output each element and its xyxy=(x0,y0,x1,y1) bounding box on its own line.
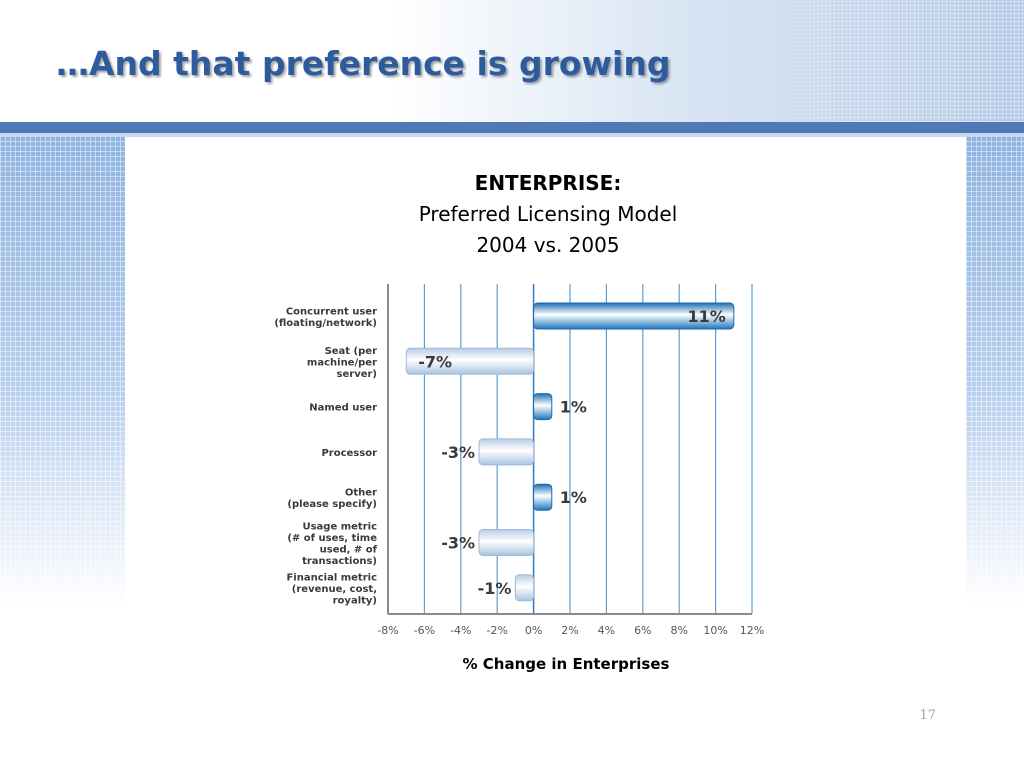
x-tick-label: 0% xyxy=(525,624,542,637)
chart-title: ENTERPRISE: xyxy=(474,171,622,195)
bar xyxy=(533,393,553,421)
data-label: -3% xyxy=(441,534,475,553)
x-tick-label: -2% xyxy=(486,624,507,637)
x-tick-label: -4% xyxy=(450,624,471,637)
data-label: -7% xyxy=(418,352,452,371)
data-label: 11% xyxy=(688,307,726,326)
bar xyxy=(405,347,535,375)
bar xyxy=(533,483,553,511)
category-label-line: royalty) xyxy=(333,595,377,606)
category-label-line: (please specify) xyxy=(287,499,377,510)
bar xyxy=(514,574,535,602)
category-label: Usage metric (# of uses, time used, # of tr… xyxy=(287,521,377,567)
category-label: Other (please specify) xyxy=(287,487,377,510)
data-label: -3% xyxy=(441,443,475,462)
left-decoration-panel xyxy=(0,137,125,607)
category-label-line: Named user xyxy=(309,403,377,414)
category-label-line: (floating/network) xyxy=(274,318,377,329)
data-label: 1% xyxy=(560,488,587,507)
x-tick-label: -6% xyxy=(414,624,435,637)
category-label-line: (# of uses, time xyxy=(287,533,377,544)
data-label: -1% xyxy=(478,579,512,598)
x-tick-label: 12% xyxy=(740,624,764,637)
category-label-line: used, # of xyxy=(320,544,378,555)
bar xyxy=(478,529,535,556)
x-tick-label: 6% xyxy=(634,624,651,637)
chart-subtitle: Preferred Licensing Model xyxy=(418,202,678,226)
category-label-line: transactions) xyxy=(302,556,377,567)
slide-header: …And that preference is growing xyxy=(0,0,1024,122)
bar xyxy=(533,302,735,330)
category-label-line: Financial metric xyxy=(286,572,377,583)
x-tick-label: 8% xyxy=(670,624,687,637)
x-tick-label: 2% xyxy=(561,624,578,637)
x-axis-label: % Change in Enterprises xyxy=(462,655,670,673)
x-tick-label: 4% xyxy=(598,624,615,637)
header-band xyxy=(0,122,1024,133)
bar xyxy=(478,438,535,466)
category-label: Financial metric (revenue, cost, royalty) xyxy=(286,572,377,606)
slide-title: …And that preference is growing xyxy=(56,44,671,83)
category-label-line: Processor xyxy=(321,448,377,459)
category-label-line: Other xyxy=(345,487,377,498)
x-tick-label: 10% xyxy=(703,624,727,637)
chart-period: 2004 vs. 2005 xyxy=(476,233,620,257)
x-tick-label: -8% xyxy=(377,624,398,637)
header-band-light xyxy=(0,133,1024,137)
category-label-line: machine/per xyxy=(307,357,377,368)
category-label: Seat (per machine/per server) xyxy=(307,346,377,380)
category-label: Processor xyxy=(321,448,377,459)
page-number: 17 xyxy=(919,708,936,723)
category-label-line: (revenue, cost, xyxy=(292,584,377,595)
category-label-line: Concurrent user xyxy=(286,306,377,317)
right-decoration-panel xyxy=(966,137,1024,607)
category-label: Named user xyxy=(309,403,377,414)
category-label-line: server) xyxy=(337,369,377,380)
category-label: Concurrent user (floating/network) xyxy=(274,306,377,329)
category-label-line: Usage metric xyxy=(302,521,377,532)
data-label: 1% xyxy=(560,398,587,417)
category-label-line: Seat (per xyxy=(325,346,378,357)
header-grid-pattern xyxy=(694,0,1024,122)
